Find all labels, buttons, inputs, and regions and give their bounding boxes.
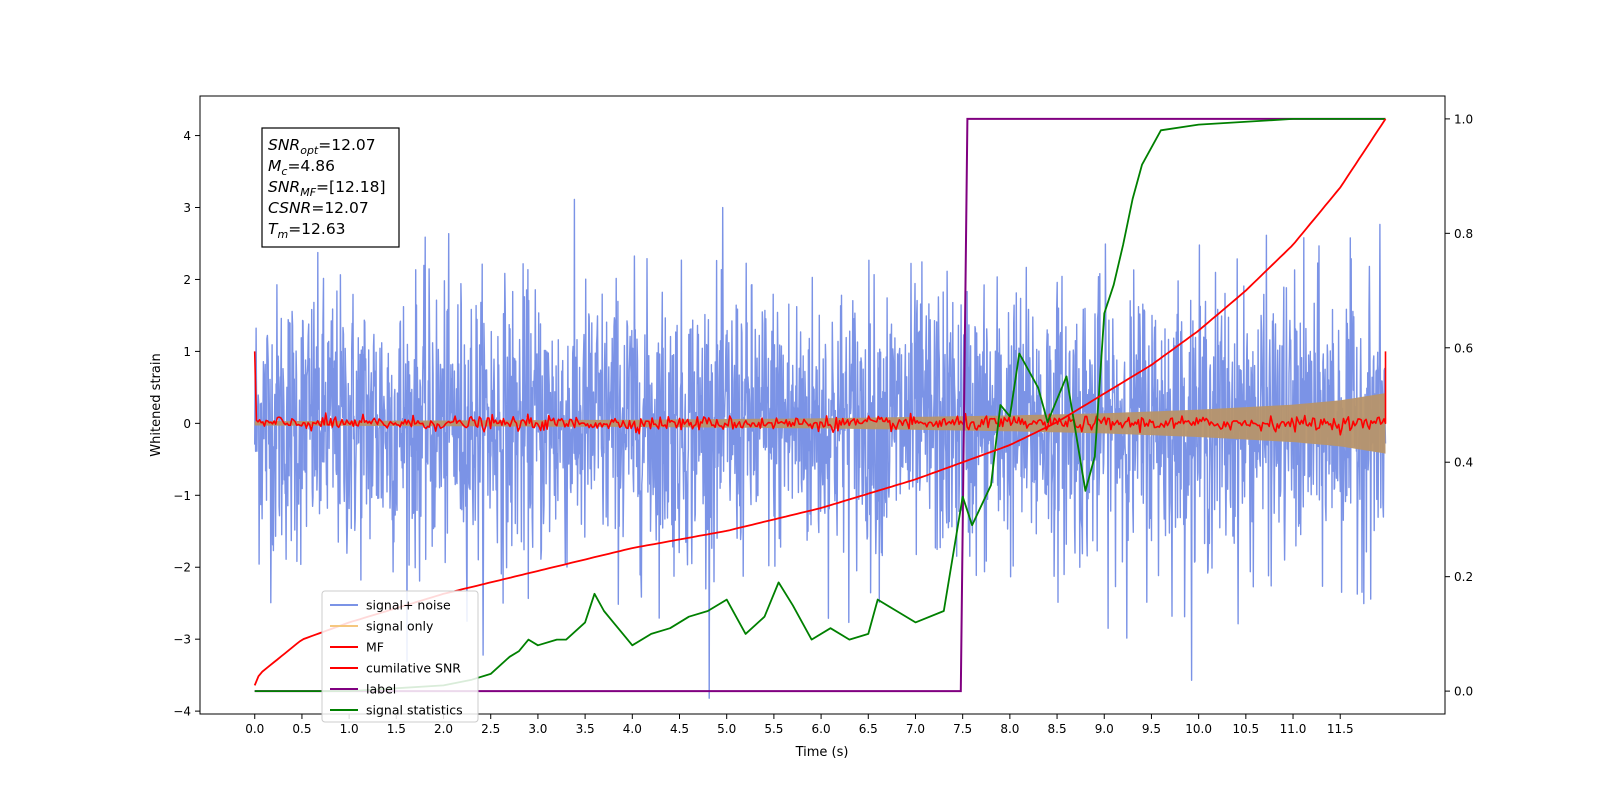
x-tick-label: 6.0 [812,722,831,736]
annotation-frame [261,127,400,248]
x-tick-label: 5.0 [717,722,736,736]
x-tick-label: 6.5 [859,722,878,736]
legend-label: signal+ noise [366,598,451,613]
legend-frame [321,590,479,723]
signal-noise-line [254,198,1387,699]
legend-label: cumilative SNR [366,661,461,676]
x-tick-label: 10.0 [1185,722,1212,736]
x-tick-label: 0.5 [292,722,311,736]
y2-axis-ticks: 1.0 0.8 0.6 0.4 0.2 0.0 [1445,112,1473,699]
y-tick-label: −2 [173,561,191,575]
x-tick-label: 5.5 [764,722,783,736]
y2-tick-label: 0.4 [1454,456,1473,470]
label-line [254,117,1386,693]
y-axis-ticks: 4 3 2 1 0 −1 −2 −3 −4 [173,129,200,719]
x-tick-label: 1.0 [340,722,359,736]
y2-tick-label: 0.6 [1454,341,1473,355]
axes-frame [199,95,1446,715]
y2-tick-label: 0.8 [1454,227,1473,241]
x-tick-label: 9.5 [1142,722,1161,736]
annotation-line: SNRMF=[12.18] [268,178,386,199]
plot-area [253,117,1387,699]
legend: signal+ noise signal only MF cumilative SNR… [321,590,479,723]
signal-statistics-line [254,118,1386,692]
y2-tick-label: 0.0 [1454,685,1473,699]
metrics-annotation: SNRopt=12.07Mc=4.86SNRMF=[12.18]CSNR=12.… [261,127,400,248]
legend-label: MF [366,640,384,655]
annotation-line: Mc=4.86 [268,157,335,178]
annotation-line: SNRopt=12.07 [268,136,376,157]
x-tick-label: 2.0 [434,722,453,736]
y-tick-label: 3 [183,201,191,215]
annotation-line: CSNR=12.07 [268,199,369,217]
legend-label: signal only [366,619,434,634]
x-tick-label: 3.5 [576,722,595,736]
y-tick-label: −3 [173,633,191,647]
x-tick-label: 8.5 [1048,722,1067,736]
x-tick-label: 3.0 [528,722,547,736]
x-tick-label: 0.0 [245,722,264,736]
x-tick-label: 8.0 [1000,722,1019,736]
legend-label: label [366,682,396,697]
x-tick-label: 11.0 [1280,722,1307,736]
y2-tick-label: 1.0 [1454,112,1473,126]
x-tick-label: 4.0 [623,722,642,736]
x-tick-label: 10.5 [1232,722,1259,736]
y2-tick-label: 0.2 [1454,570,1473,584]
x-tick-label: 7.5 [953,722,972,736]
mf-line [253,351,1387,436]
x-axis-label: Time (s) [795,745,849,760]
x-tick-label: 7.0 [906,722,925,736]
y-tick-label: −4 [173,705,191,719]
annotation-line: Tm=12.63 [268,220,346,241]
y-tick-label: −1 [173,489,191,503]
x-tick-label: 2.5 [481,722,500,736]
y-tick-label: 1 [183,345,191,359]
legend-label: signal statistics [366,703,463,718]
x-axis-ticks: 0.0 0.5 1.0 1.5 2.0 2.5 3.0 3.5 4.0 4.5 5.0 5.5 6.0 6… [245,714,1354,736]
x-tick-label: 1.5 [387,722,406,736]
x-tick-label: 9.0 [1095,722,1114,736]
x-tick-label: 11.5 [1327,722,1354,736]
y-tick-label: 0 [183,417,191,431]
y-axis-label: Whitened strain [149,353,164,456]
x-tick-label: 4.5 [670,722,689,736]
y-tick-label: 4 [183,129,191,143]
y-tick-label: 2 [183,273,191,287]
